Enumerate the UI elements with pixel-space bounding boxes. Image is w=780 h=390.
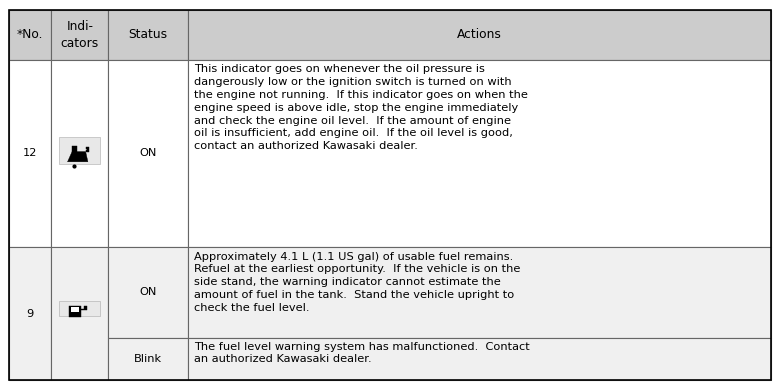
Polygon shape bbox=[86, 147, 89, 152]
Bar bbox=[188, 60, 771, 247]
Bar bbox=[9, 60, 51, 247]
Bar bbox=[51, 60, 108, 247]
Text: Status: Status bbox=[129, 28, 168, 41]
Polygon shape bbox=[80, 306, 87, 310]
Bar bbox=[188, 10, 771, 60]
Text: Approximately 4.1 L (1.1 US gal) of usable fuel remains.
Refuel at the earliest : Approximately 4.1 L (1.1 US gal) of usab… bbox=[193, 252, 520, 313]
Text: Blink: Blink bbox=[134, 354, 162, 364]
Bar bbox=[51, 10, 108, 60]
Bar bbox=[59, 137, 101, 164]
Bar bbox=[9, 10, 51, 60]
Polygon shape bbox=[69, 306, 80, 317]
Bar bbox=[188, 247, 771, 338]
Bar bbox=[51, 247, 108, 380]
Bar bbox=[108, 338, 188, 380]
Bar bbox=[108, 247, 188, 338]
Text: The fuel level warning system has malfunctioned.  Contact
an authorized Kawasaki: The fuel level warning system has malfun… bbox=[193, 342, 530, 364]
Text: Indi-
cators: Indi- cators bbox=[61, 20, 99, 50]
Bar bbox=[59, 301, 101, 316]
Bar bbox=[188, 338, 771, 380]
Polygon shape bbox=[68, 152, 88, 162]
Text: ON: ON bbox=[140, 287, 157, 297]
Polygon shape bbox=[71, 307, 79, 312]
Text: Actions: Actions bbox=[457, 28, 502, 41]
Bar bbox=[108, 10, 188, 60]
Text: 9: 9 bbox=[27, 308, 34, 319]
Text: 12: 12 bbox=[23, 148, 37, 158]
Text: *No.: *No. bbox=[17, 28, 44, 41]
Text: ON: ON bbox=[140, 148, 157, 158]
Polygon shape bbox=[72, 145, 76, 152]
Bar bbox=[9, 247, 51, 380]
Bar bbox=[108, 60, 188, 247]
Text: This indicator goes on whenever the oil pressure is
dangerously low or the ignit: This indicator goes on whenever the oil … bbox=[193, 64, 527, 151]
